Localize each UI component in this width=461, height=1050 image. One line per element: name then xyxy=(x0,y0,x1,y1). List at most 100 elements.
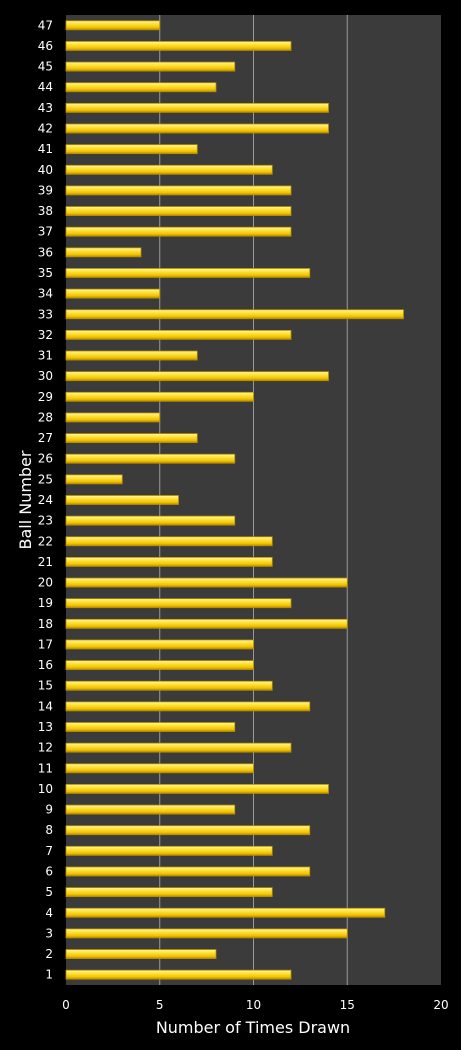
bar-ball-12 xyxy=(65,742,292,753)
bar-ball-28 xyxy=(65,412,161,423)
bar-ball-27 xyxy=(65,433,198,443)
x-tick-label: 15 xyxy=(340,998,355,1012)
bar-ball-38 xyxy=(65,206,292,216)
y-tick-label: 37 xyxy=(38,225,53,239)
bar-ball-5 xyxy=(65,887,273,898)
y-tick-label: 36 xyxy=(38,245,53,259)
y-tick-label: 20 xyxy=(38,576,53,590)
x-tick-label: 20 xyxy=(433,998,448,1012)
y-tick-label: 42 xyxy=(38,122,53,136)
bar-ball-44 xyxy=(65,82,217,93)
y-tick-label: 8 xyxy=(45,823,53,837)
y-tick-label: 39 xyxy=(38,183,53,197)
y-tick-label: 27 xyxy=(38,431,53,445)
bar-ball-7 xyxy=(65,845,273,856)
y-tick-label: 1 xyxy=(45,968,53,982)
bar-ball-36 xyxy=(65,247,142,258)
y-tick-label: 7 xyxy=(45,844,53,858)
bar-ball-41 xyxy=(65,144,198,155)
y-tick-label: 15 xyxy=(38,679,53,693)
y-tick-label: 4 xyxy=(45,906,53,920)
bar-ball-35 xyxy=(65,268,311,278)
y-tick-label: 25 xyxy=(38,472,53,486)
y-tick-label: 28 xyxy=(38,410,53,424)
y-tick-label: 16 xyxy=(38,658,53,672)
y-tick-labels: 1234567891011121314151617181920212223242… xyxy=(38,18,53,981)
y-tick-label: 2 xyxy=(45,947,53,961)
y-tick-label: 43 xyxy=(38,101,53,115)
bar-ball-33 xyxy=(65,309,404,320)
bar-ball-8 xyxy=(65,825,311,836)
y-tick-label: 18 xyxy=(38,617,53,631)
bar-ball-40 xyxy=(65,164,273,175)
bar-ball-47 xyxy=(65,20,161,31)
y-tick-label: 12 xyxy=(38,741,53,755)
bar-ball-10 xyxy=(65,784,329,794)
bar-ball-25 xyxy=(65,474,123,485)
y-tick-label: 34 xyxy=(38,287,53,301)
y-tick-label: 9 xyxy=(45,803,53,817)
y-axis-title: Ball Number xyxy=(16,450,35,549)
x-tick-labels: 0 5 10 15 20 xyxy=(62,998,448,1012)
bar-ball-19 xyxy=(65,598,292,609)
bar-ball-34 xyxy=(65,288,161,299)
y-tick-label: 21 xyxy=(38,555,53,569)
y-tick-label: 23 xyxy=(38,514,53,528)
bar-ball-22 xyxy=(65,536,273,547)
x-tick-label: 10 xyxy=(246,998,261,1012)
bar-ball-17 xyxy=(65,639,254,650)
bar-ball-24 xyxy=(65,495,179,505)
y-tick-label: 17 xyxy=(38,637,53,651)
bar-ball-21 xyxy=(65,557,273,567)
bar-ball-26 xyxy=(65,453,236,464)
x-axis-title: Number of Times Drawn xyxy=(156,1018,350,1037)
y-tick-label: 11 xyxy=(38,761,53,775)
bar-ball-23 xyxy=(65,515,236,526)
bar-ball-11 xyxy=(65,763,254,774)
y-tick-label: 44 xyxy=(38,80,53,94)
y-tick-label: 31 xyxy=(38,349,53,363)
y-tick-label: 22 xyxy=(38,534,53,548)
bar-ball-37 xyxy=(65,226,292,237)
bar-ball-42 xyxy=(65,123,329,134)
y-tick-label: 19 xyxy=(38,596,53,610)
y-tick-label: 10 xyxy=(38,782,53,796)
bar-ball-30 xyxy=(65,371,329,382)
bar-ball-31 xyxy=(65,350,198,361)
bar-ball-15 xyxy=(65,680,273,691)
y-tick-label: 5 xyxy=(45,885,53,899)
bar-ball-29 xyxy=(65,391,254,402)
bar-ball-20 xyxy=(65,577,348,588)
y-tick-label: 32 xyxy=(38,328,53,342)
bar-ball-32 xyxy=(65,329,292,340)
bar-ball-2 xyxy=(65,949,217,959)
y-tick-label: 30 xyxy=(38,369,53,383)
y-tick-label: 6 xyxy=(45,864,53,878)
bar-ball-3 xyxy=(65,928,348,939)
bar-ball-1 xyxy=(65,969,292,980)
bar-ball-6 xyxy=(65,866,311,877)
bar-ball-18 xyxy=(65,618,348,629)
bar-ball-13 xyxy=(65,722,236,732)
y-tick-label: 40 xyxy=(38,163,53,177)
y-tick-label: 47 xyxy=(38,18,53,32)
y-tick-label: 41 xyxy=(38,142,53,156)
bar-ball-16 xyxy=(65,660,254,671)
bar-ball-45 xyxy=(65,61,236,72)
y-tick-label: 26 xyxy=(38,452,53,466)
y-tick-label: 33 xyxy=(38,307,53,321)
bars xyxy=(65,20,404,980)
bar-ball-39 xyxy=(65,185,292,196)
y-tick-label: 29 xyxy=(38,390,53,404)
y-tick-label: 35 xyxy=(38,266,53,280)
y-tick-label: 45 xyxy=(38,60,53,74)
y-tick-label: 3 xyxy=(45,926,53,940)
y-tick-label: 24 xyxy=(38,493,53,507)
y-tick-label: 14 xyxy=(38,699,53,713)
y-tick-label: 13 xyxy=(38,720,53,734)
bar-ball-9 xyxy=(65,804,236,815)
x-tick-label: 0 xyxy=(62,998,70,1012)
bar-ball-4 xyxy=(65,907,386,918)
x-tick-label: 5 xyxy=(156,998,164,1012)
